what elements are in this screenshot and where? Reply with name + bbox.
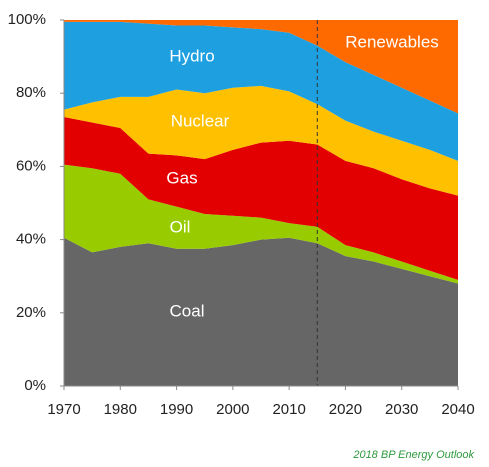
x-tick-label: 1970 [47,401,80,418]
x-tick-label: 2010 [272,401,305,418]
area [64,164,458,284]
x-tick-label: 2020 [329,401,362,418]
series-label: Oil [170,217,191,236]
y-tick-label: 20% [16,304,46,321]
x-tick-label: 1990 [160,401,193,418]
x-tick-label: 1980 [104,401,137,418]
series-label: Hydro [169,46,214,65]
x-tick-label: 2030 [385,401,418,418]
series-label: Coal [170,301,205,320]
y-tick-label: 100% [8,11,46,28]
area [64,85,458,196]
x-tick-label: 2040 [441,401,474,418]
series-label: Nuclear [171,111,230,130]
y-tick-label: 80% [16,84,46,101]
source: 2018 BP Energy Outlook [352,449,474,461]
y-tick-label: 60% [16,157,46,174]
y-tick-label: 40% [16,231,46,248]
area [64,237,458,386]
series-label: Renewables [345,32,439,51]
series-label: Gas [166,168,197,187]
area [64,20,458,114]
x-tick-label: 2000 [216,401,249,418]
area [64,21,458,161]
area [64,116,458,280]
y-tick-label: 0% [24,377,46,394]
